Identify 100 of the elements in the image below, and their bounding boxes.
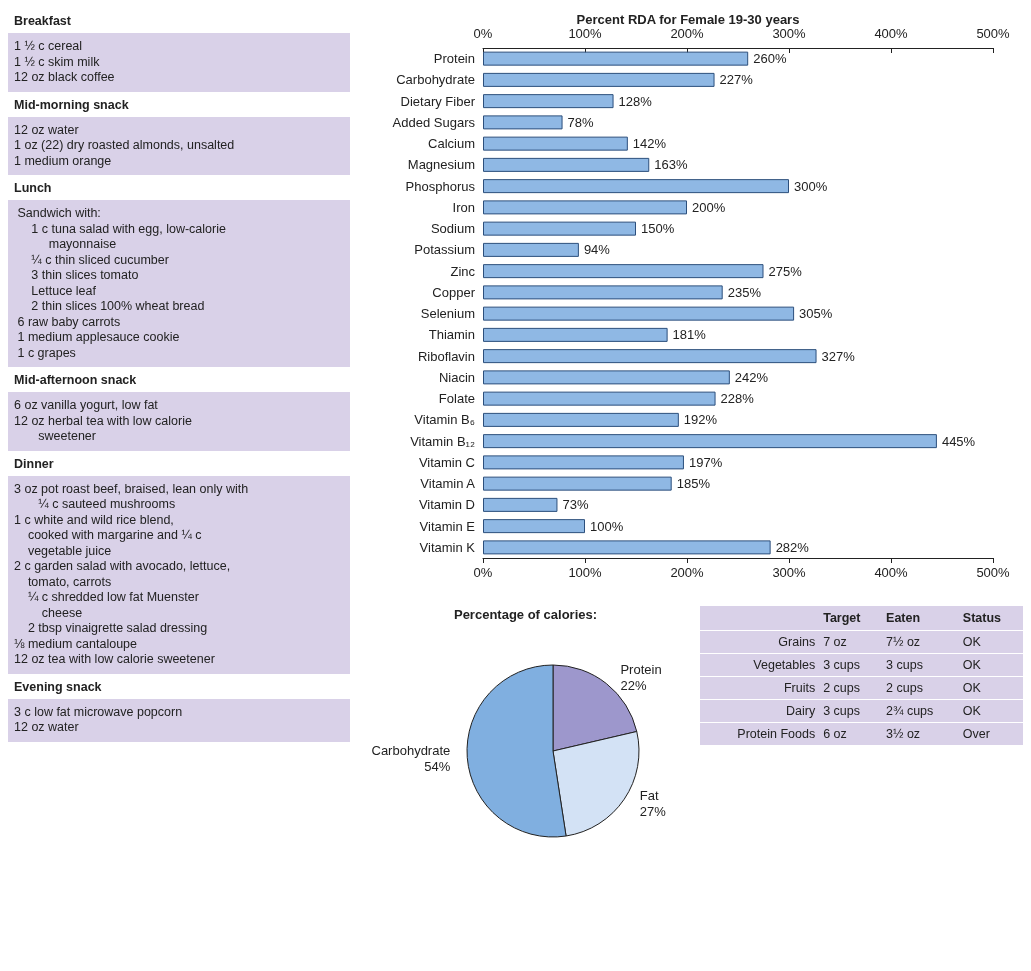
bar bbox=[483, 179, 789, 194]
y-tick-label: Thiamin bbox=[428, 327, 475, 343]
y-tick-label: Potassium bbox=[414, 242, 475, 258]
text: 1 ½ c skim milk bbox=[14, 54, 101, 70]
bar bbox=[483, 455, 684, 470]
category-label: Grains bbox=[778, 635, 816, 649]
x-tick-label: 300% bbox=[772, 565, 807, 580]
text: 6 raw baby carrots bbox=[16, 314, 122, 330]
chart-title: Percent RDA for Female 19-30 years bbox=[576, 12, 800, 27]
data-label: 445% bbox=[941, 433, 976, 449]
data-label: 192% bbox=[683, 412, 718, 428]
category-label: Fruits bbox=[783, 681, 816, 695]
text: 12 oz black coffee bbox=[14, 70, 116, 86]
data-label: 197% bbox=[688, 454, 723, 470]
text: vegetable juice bbox=[26, 543, 113, 559]
text: Lunch bbox=[13, 180, 53, 197]
data-label: 181% bbox=[672, 327, 707, 343]
data-label: 150% bbox=[641, 221, 675, 237]
y-tick-label: Phosphorus bbox=[405, 178, 476, 194]
y-tick-label: Added Sugars bbox=[392, 114, 476, 130]
text: OK bbox=[962, 704, 981, 718]
data-label: 228% bbox=[720, 391, 755, 407]
x-tick-label: 500% bbox=[976, 565, 1011, 580]
data-label: 27% bbox=[639, 804, 667, 820]
text: Breakfast bbox=[13, 13, 72, 30]
y-tick-label: Folate bbox=[438, 391, 475, 407]
text: 1 c tuna salad with egg, low-calorie bbox=[30, 221, 227, 237]
y-tick-label: Zinc bbox=[450, 263, 476, 279]
y-tick-label: Calcium bbox=[428, 136, 475, 152]
data-label: 142% bbox=[632, 136, 667, 152]
text: OK bbox=[962, 658, 981, 672]
chart-title: Percentage of calories: bbox=[453, 607, 598, 622]
y-tick-label: Vitamin B₁₂ bbox=[410, 433, 475, 449]
text: cheese bbox=[40, 605, 84, 621]
bar bbox=[483, 72, 715, 87]
bar bbox=[483, 327, 668, 342]
text: 7 oz bbox=[823, 635, 847, 649]
x-tick-label: 400% bbox=[874, 565, 909, 580]
data-label: 282% bbox=[775, 539, 810, 555]
bar bbox=[483, 540, 771, 555]
category-label: Eaten bbox=[885, 610, 922, 627]
text: 2 thin slices 100% wheat bread bbox=[30, 299, 206, 315]
text: 2¾ cups bbox=[886, 704, 934, 718]
text: Sandwich with: bbox=[16, 206, 102, 222]
bar bbox=[483, 476, 672, 491]
bar bbox=[483, 221, 636, 236]
text: ¼ c sauteed mushrooms bbox=[37, 497, 177, 513]
text: 1 c white and wild rice blend, bbox=[14, 512, 175, 528]
y-tick-label: Copper bbox=[432, 284, 476, 300]
bar bbox=[483, 434, 937, 449]
bar bbox=[483, 200, 687, 215]
data-label: 73% bbox=[562, 497, 589, 513]
slice-label: Protein bbox=[620, 661, 662, 677]
text: 1 medium applesauce cookie bbox=[16, 330, 181, 346]
bar bbox=[483, 519, 585, 534]
text: 3 oz pot roast beef, braised, lean only with bbox=[14, 481, 250, 497]
text: Evening snack bbox=[13, 678, 103, 696]
data-label: 275% bbox=[768, 263, 803, 279]
y-tick-label: Vitamin A bbox=[420, 476, 476, 492]
text: tomato, carrots bbox=[26, 574, 113, 590]
y-tick-label: Vitamin D bbox=[418, 497, 475, 513]
bar bbox=[483, 285, 723, 300]
text: 3 cups bbox=[823, 658, 861, 672]
bar bbox=[483, 264, 764, 279]
y-tick-label: Carbohydrate bbox=[396, 72, 475, 88]
data-label: 242% bbox=[734, 369, 769, 385]
text: 12 oz water bbox=[14, 122, 80, 138]
data-label: 163% bbox=[654, 157, 688, 173]
text: 12 oz tea with low calorie sweetener bbox=[14, 652, 216, 668]
text: 1 medium orange bbox=[14, 153, 113, 169]
bar bbox=[483, 136, 628, 151]
text: 7½ oz bbox=[886, 635, 921, 649]
text: 1 ½ c cereal bbox=[14, 39, 84, 55]
data-label: 235% bbox=[727, 284, 762, 300]
y-tick-label: Vitamin B₆ bbox=[414, 412, 475, 428]
x2-tick-label: 400% bbox=[874, 26, 909, 41]
x2-tick-label: 300% bbox=[772, 26, 807, 41]
x2-tick-label: 500% bbox=[976, 26, 1011, 41]
text: mayonnaise bbox=[47, 237, 118, 253]
x-tick-label: 0% bbox=[473, 565, 493, 580]
text: OK bbox=[962, 635, 981, 649]
y-tick-label: Niacin bbox=[438, 369, 475, 385]
x2-tick-label: 100% bbox=[568, 26, 603, 41]
text: Dinner bbox=[13, 455, 55, 473]
text: ¼ c thin sliced cucumber bbox=[30, 252, 170, 268]
text: sweetener bbox=[37, 429, 97, 445]
bar bbox=[483, 497, 558, 512]
bar bbox=[483, 412, 679, 427]
slice-label: Carbohydrate bbox=[371, 742, 451, 758]
category-label: Vegetables bbox=[753, 658, 816, 672]
text: 3½ oz bbox=[886, 727, 921, 741]
text: ⅛ medium cantaloupe bbox=[14, 636, 138, 652]
y-tick-label: Sodium bbox=[430, 221, 475, 237]
y-tick-label: Vitamin E bbox=[419, 518, 476, 534]
bar bbox=[483, 370, 730, 385]
bar bbox=[483, 391, 716, 406]
x-tick-label: 200% bbox=[670, 565, 705, 580]
text: 3 cups bbox=[823, 704, 861, 718]
text: 12 oz herbal tea with low calorie bbox=[14, 413, 193, 429]
text: cooked with margarine and ¼ c bbox=[26, 528, 203, 544]
